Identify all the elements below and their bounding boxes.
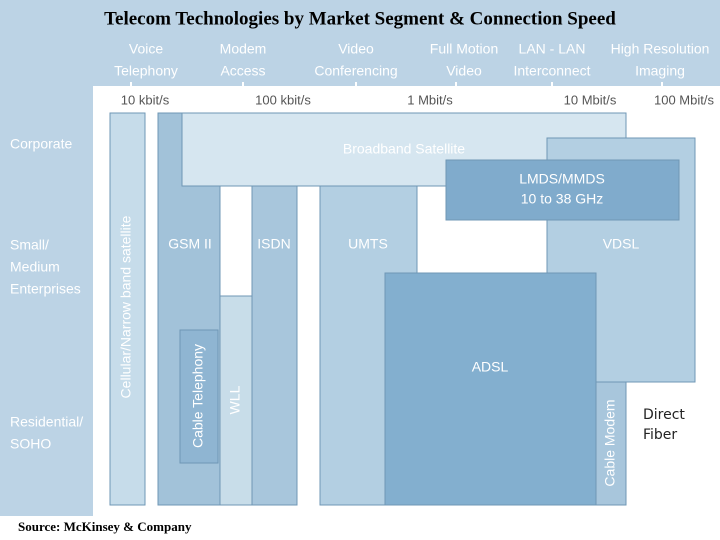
speed-label: 100 kbit/s	[255, 92, 311, 107]
speed-label: 1 Mbit/s	[407, 92, 453, 107]
technology-box	[219, 295, 253, 506]
label: Video	[446, 63, 482, 79]
label: Cable Modem	[602, 399, 618, 486]
label: Modem	[220, 41, 267, 57]
label: Interconnect	[513, 63, 590, 79]
technology-box	[384, 272, 597, 506]
label: LMDS/MMDS	[519, 171, 605, 187]
footer-strip	[0, 516, 720, 540]
speed-label: 10 Mbit/s	[564, 92, 617, 107]
label: Direct	[643, 407, 685, 423]
label: Cellular/Narrow band satellite	[118, 215, 134, 398]
label: Enterprises	[10, 281, 81, 297]
technology-box	[251, 185, 298, 506]
label: Cable Telephony	[190, 344, 206, 448]
diagram: Voice Telephony Modem Access Video Conferenci…	[10, 41, 714, 506]
speed-label: 10 kbit/s	[121, 92, 170, 107]
label: High Resolution	[611, 41, 710, 57]
label: Residential/	[10, 414, 83, 430]
label: Full Motion	[430, 41, 498, 57]
speed-label: 100 Mbit/s	[654, 92, 714, 107]
label: UMTS	[348, 236, 388, 252]
label: Conferencing	[314, 63, 397, 79]
label: Corporate	[10, 136, 72, 152]
label: ADSL	[472, 359, 509, 375]
label: ISDN	[257, 236, 290, 252]
label: VDSL	[603, 236, 640, 252]
label: Medium	[10, 259, 60, 275]
label: Imaging	[635, 63, 685, 79]
label: GSM II	[168, 236, 212, 252]
label: LAN - LAN	[519, 41, 586, 57]
technology-box	[445, 159, 680, 221]
technology-box	[595, 381, 627, 506]
label: Access	[220, 63, 265, 79]
technology-box	[109, 112, 146, 506]
label: Broadband Satellite	[343, 141, 465, 157]
technology-box	[179, 329, 219, 464]
label: 10 to 38 GHz	[521, 191, 604, 207]
label: Video	[338, 41, 374, 57]
label: Voice	[129, 41, 163, 57]
label: WLL	[227, 385, 243, 414]
label: Telephony	[114, 63, 178, 79]
label: SOHO	[10, 436, 51, 452]
title: Telecom Technologies by Market Segment &…	[104, 8, 616, 29]
label: Small/	[10, 237, 49, 253]
source: Source: McKinsey & Company	[18, 519, 192, 534]
label: Fiber	[643, 427, 677, 443]
